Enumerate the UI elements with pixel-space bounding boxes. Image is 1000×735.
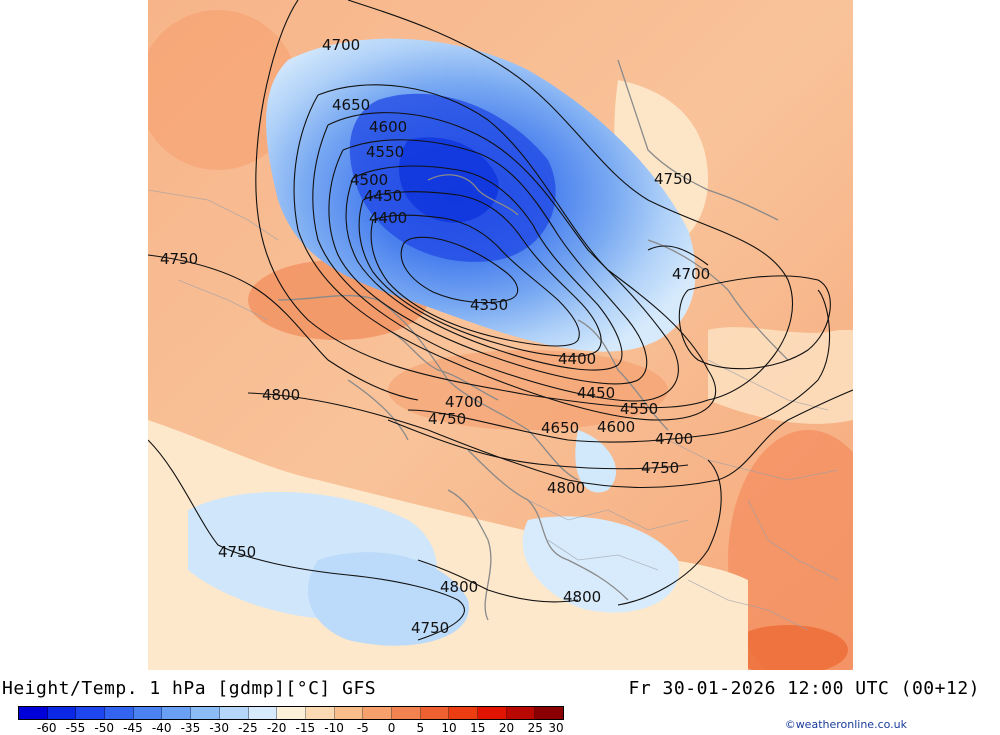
contour-label: 4750 xyxy=(641,459,679,477)
legend-swatch xyxy=(334,707,364,719)
contour-label: 4750 xyxy=(654,170,692,188)
legend-swatch xyxy=(133,707,163,719)
legend-tick-label: 5 xyxy=(416,721,425,735)
contour-label: 4400 xyxy=(558,350,596,368)
legend-swatch xyxy=(478,707,507,719)
contour-label: 4650 xyxy=(332,96,370,114)
contour-label: 4750 xyxy=(160,250,198,268)
legend-swatch xyxy=(76,707,106,719)
legend-tick-label: 10 xyxy=(441,721,457,735)
legend-tick-label: 25 xyxy=(527,721,543,735)
contour-label: 4700 xyxy=(322,36,360,54)
legend-swatch xyxy=(449,707,478,719)
legend-swatch xyxy=(420,707,450,719)
contour-label: 4750 xyxy=(218,543,256,561)
contour-label: 4550 xyxy=(366,143,404,161)
legend-tick-label: -40 xyxy=(151,721,172,735)
legend-swatch xyxy=(535,707,564,719)
legend-swatch xyxy=(391,707,421,719)
legend-swatch xyxy=(162,707,192,719)
legend-tick-label: -45 xyxy=(123,721,143,735)
legend-tick-label: 0 xyxy=(387,721,396,735)
legend-swatch xyxy=(277,707,306,719)
contour-label: 4450 xyxy=(577,384,615,402)
legend-tick-label: 20 xyxy=(498,721,515,735)
contour-label: 4750 xyxy=(428,410,466,428)
contour-label: 4550 xyxy=(620,400,658,418)
valid-time: Fr 30-01-2026 12:00 UTC (00+12) xyxy=(628,678,980,699)
legend-tick-label: -10 xyxy=(324,721,344,735)
legend-tick-label: -50 xyxy=(94,721,115,735)
height-contours xyxy=(148,0,853,641)
legend-swatch xyxy=(248,707,278,719)
color-legend-ticks: -60 -55 -50 -45 -40 -35 -30 -25 -20 -15 -10 -5 0 5 10 1… xyxy=(18,721,564,735)
legend-tick-label: 30 xyxy=(548,721,564,735)
legend-swatch xyxy=(105,707,134,719)
legend-tick-label: -55 xyxy=(65,721,86,735)
contour-label: 4800 xyxy=(547,479,585,497)
legend-swatch xyxy=(19,707,48,719)
contour-label: 4450 xyxy=(364,187,402,205)
legend-tick-label: -30 xyxy=(209,721,229,735)
contour-label: 4750 xyxy=(411,619,449,637)
contour-label: 4800 xyxy=(563,588,601,606)
contour-label: 4800 xyxy=(262,386,300,404)
legend-tick-label: -25 xyxy=(238,721,258,735)
contour-label: 4400 xyxy=(369,209,407,227)
contour-label: 4650 xyxy=(541,419,579,437)
contour-labels: 4700 4650 4600 4550 4500 4450 4400 4750 … xyxy=(160,36,710,637)
contour-label: 4500 xyxy=(350,171,388,189)
weather-map: 4700 4650 4600 4550 4500 4450 4400 4750 … xyxy=(148,0,853,670)
legend-tick-label: -20 xyxy=(266,721,287,735)
legend-swatch xyxy=(506,707,536,719)
legend-swatch xyxy=(363,707,392,719)
contour-label: 4600 xyxy=(597,418,635,436)
legend-swatch xyxy=(219,707,249,719)
legend-swatch xyxy=(305,707,335,719)
map-title: Height/Temp. 1 hPa [gdmp][°C] GFS xyxy=(2,678,377,699)
legend-tick-label: 15 xyxy=(470,721,486,735)
contour-label: 4700 xyxy=(672,265,710,283)
contour-label: 4700 xyxy=(445,393,483,411)
contour-label: 4800 xyxy=(440,578,478,596)
borders xyxy=(148,189,839,631)
legend-tick-label: -5 xyxy=(356,721,369,735)
contour-label: 4600 xyxy=(369,118,407,136)
legend-tick-label: -60 xyxy=(36,721,57,735)
coastlines xyxy=(277,59,789,621)
contour-label: 4700 xyxy=(655,430,693,448)
legend-tick-label: -15 xyxy=(295,721,316,735)
legend-swatch xyxy=(191,707,220,719)
credit-link[interactable]: ©weatheronline.co.uk xyxy=(784,718,907,731)
legend-swatch xyxy=(47,707,77,719)
legend-tick-label: -35 xyxy=(180,721,201,735)
contour-label: 4350 xyxy=(470,296,508,314)
color-legend-bar xyxy=(18,706,564,720)
